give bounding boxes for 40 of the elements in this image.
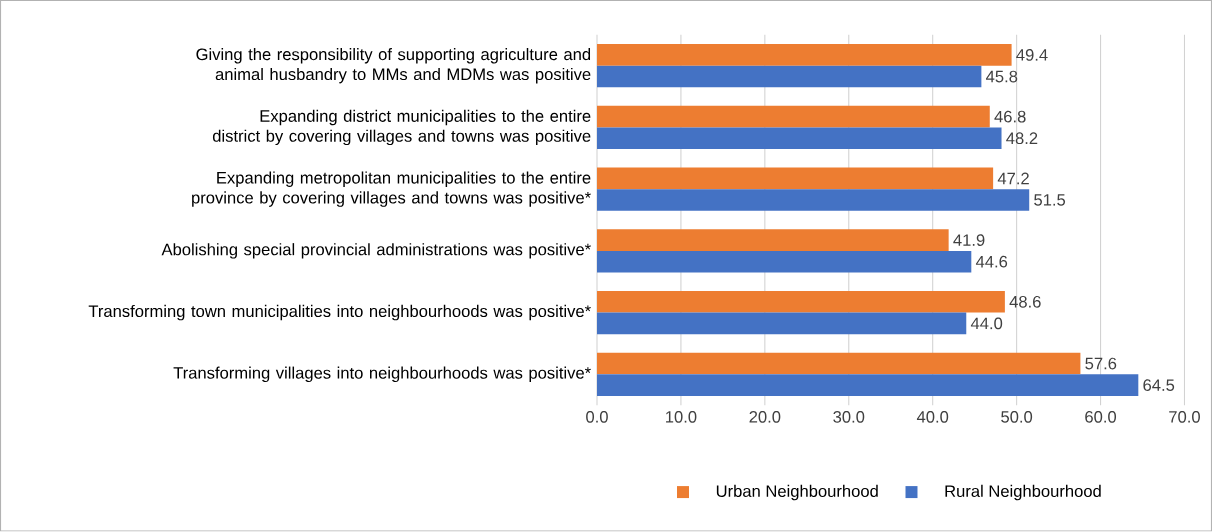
- data-label: 45.8: [986, 70, 1018, 83]
- bar: [597, 127, 1002, 150]
- x-tick-label: 60.0: [1085, 411, 1117, 423]
- bar: [597, 352, 1081, 375]
- x-tick-label: 70.0: [1169, 411, 1200, 423]
- data-label: 48.2: [1006, 132, 1038, 145]
- data-label: 46.8: [994, 110, 1026, 123]
- data-label: 51.5: [1034, 194, 1066, 206]
- bar: [597, 251, 972, 273]
- bar: [597, 44, 1012, 66]
- x-tick-label: 50.0: [1001, 411, 1033, 423]
- data-label: 44.0: [970, 317, 1003, 330]
- bar: [597, 106, 990, 128]
- bar: [597, 167, 994, 190]
- data-label: 47.2: [997, 172, 1029, 185]
- x-tick-label: 0.0: [586, 411, 608, 423]
- y-tick-label: Transforming villages into neighbourhoods was positive*: [173, 366, 591, 383]
- legend-label: Rural Neighbourhood: [945, 485, 1101, 501]
- data-label: 57.6: [1085, 357, 1117, 370]
- x-tick-label: 10.0: [666, 411, 697, 423]
- bar: [597, 229, 949, 252]
- x-tick-label: 30.0: [833, 411, 865, 423]
- data-label: 41.9: [953, 234, 985, 247]
- y-tick-label: Expanding metropolitan municipalities to the entire province by covering villages and towns was positive*: [192, 171, 591, 208]
- bar: [597, 189, 1030, 211]
- data-label: 64.5: [1143, 379, 1175, 392]
- data-label: 49.4: [1016, 49, 1048, 61]
- y-tick-label: Expanding district municipalities to the entire district by covering villages and towns was positive: [212, 109, 591, 146]
- bar: [597, 374, 1139, 397]
- data-label: 44.6: [975, 256, 1008, 268]
- x-tick-label: 20.0: [749, 411, 781, 423]
- y-tick-label: Abolishing special provincial administrations was positive*: [161, 243, 591, 259]
- bar: [597, 65, 982, 88]
- x-tick-label: 40.0: [916, 411, 949, 423]
- legend-label: Urban Neighbourhood: [716, 485, 878, 501]
- bar: [597, 291, 1005, 313]
- bar: [597, 312, 967, 335]
- data-label: 48.6: [1009, 296, 1041, 308]
- y-tick-label: Transforming town municipalities into neighbourhoods was positive*: [88, 305, 591, 321]
- y-tick-label: Giving the responsibility of supporting agriculture and animal husbandry to MMs and MDMs was positive: [196, 48, 591, 84]
